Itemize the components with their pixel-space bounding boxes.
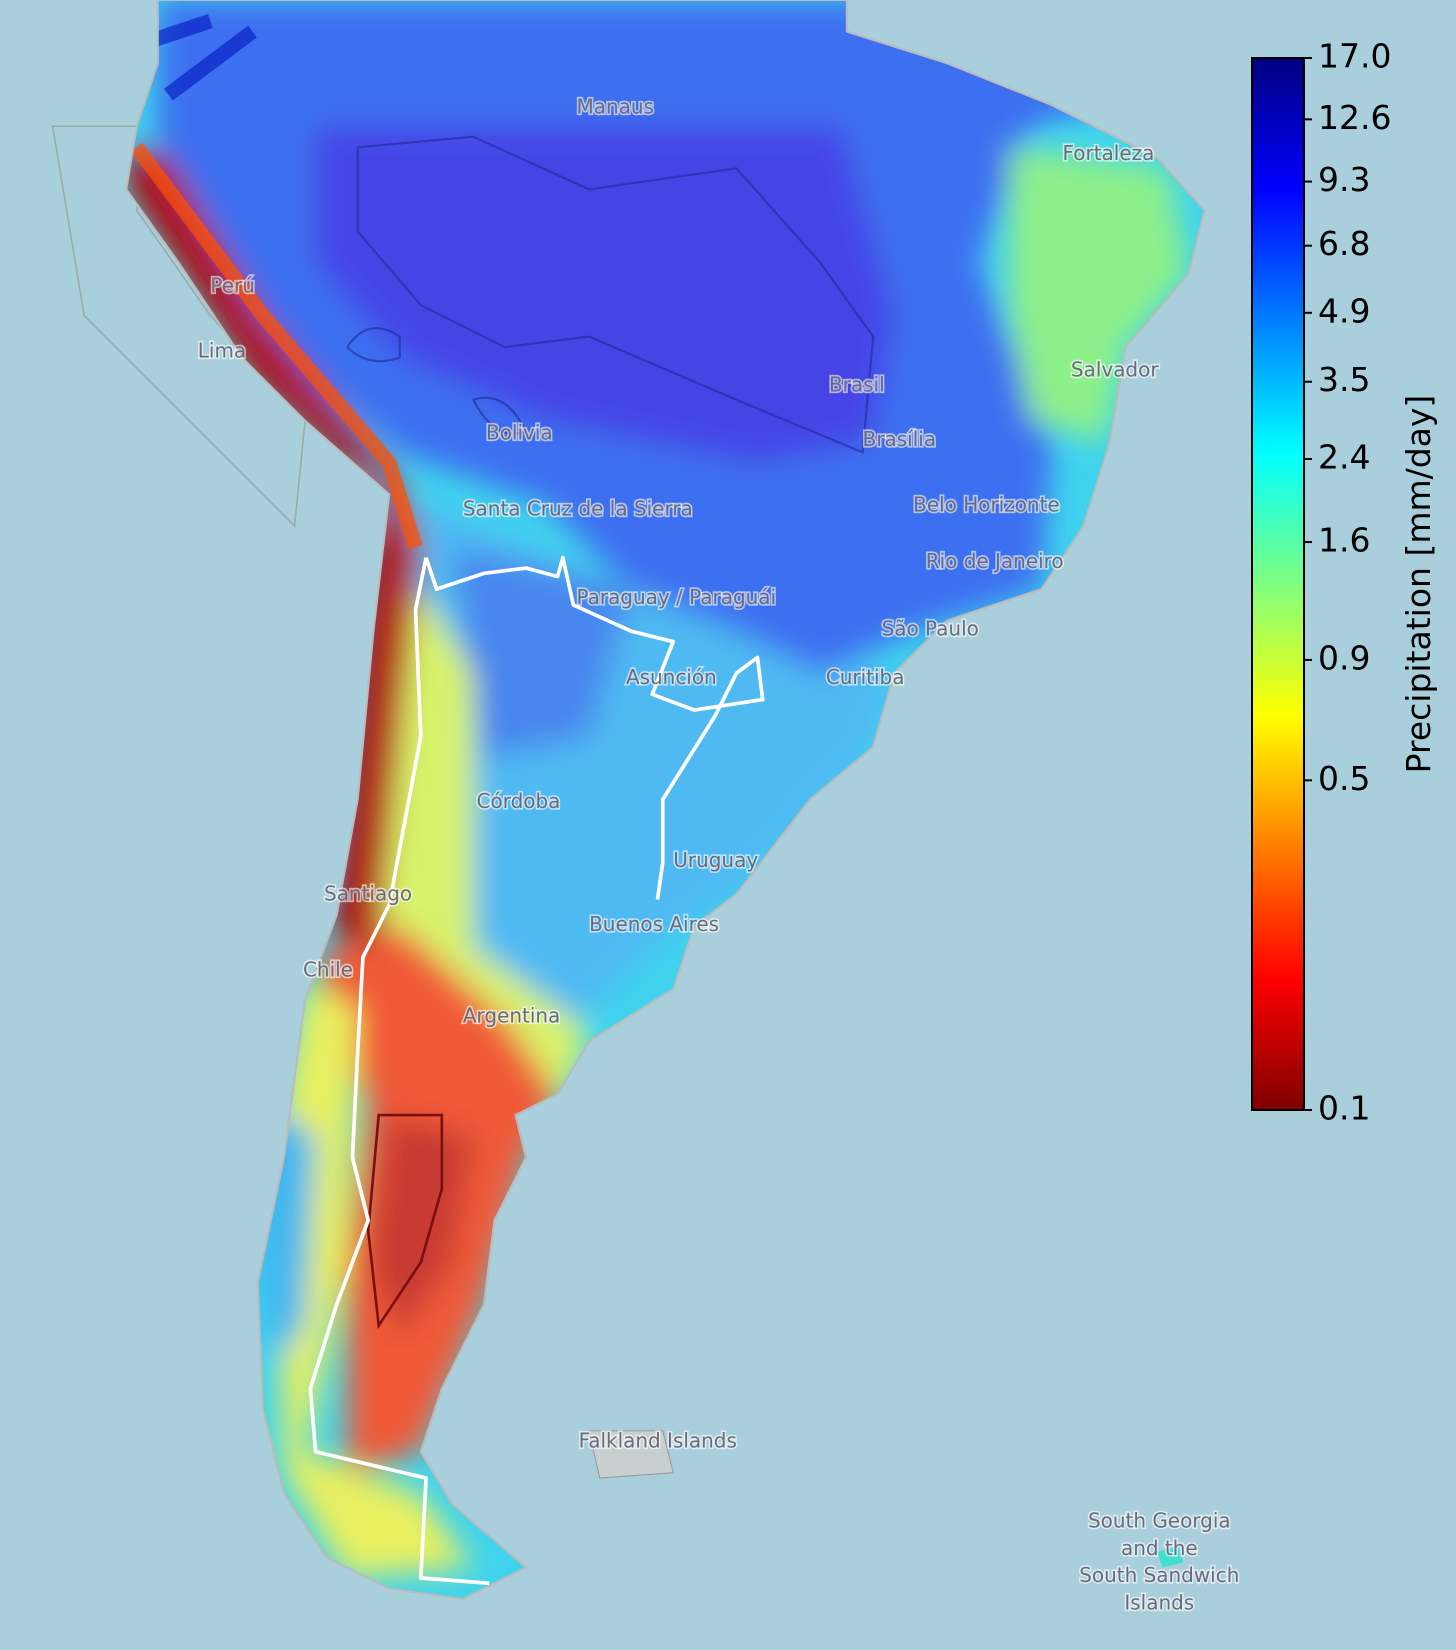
colorbar-tick-label: 17.0 — [1318, 37, 1391, 76]
colorbar-tick-label: 6.8 — [1318, 224, 1370, 263]
place-label: Fortaleza — [1063, 141, 1155, 165]
place-label: Buenos Aires — [589, 912, 719, 936]
place-label: Santa Cruz de la Sierra — [463, 496, 693, 520]
place-label: Córdoba — [477, 789, 561, 813]
colorbar-tick-label: 9.3 — [1318, 160, 1370, 199]
place-label: Manaus — [576, 95, 653, 119]
place-label: Paraguay / Paraguái — [576, 585, 776, 609]
place-label: Belo Horizonte — [913, 492, 1060, 516]
place-label: South Georgia and the South Sandwich Island… — [1079, 1509, 1239, 1615]
place-label: Curitiba — [826, 665, 905, 689]
colorbar-tick-label: 0.1 — [1318, 1089, 1370, 1128]
place-label: Bolivia — [486, 421, 553, 445]
colorbar-tick-label: 0.9 — [1318, 638, 1370, 677]
place-label: Santiago — [324, 882, 412, 906]
place-label: Rio de Janeiro — [926, 549, 1064, 573]
place-label: Perú — [210, 273, 254, 297]
falkland-islands — [588, 1430, 674, 1479]
place-label: Lima — [198, 339, 246, 363]
place-label: Chile — [303, 957, 353, 981]
place-label: Asunción — [626, 665, 717, 689]
place-label: Falkland Islands — [579, 1429, 737, 1453]
boundary-line — [308, 555, 765, 1586]
colorbar — [1251, 57, 1305, 1111]
colorbar-tick-label: 2.4 — [1318, 438, 1370, 477]
place-label: São Paulo — [882, 616, 979, 640]
place-label: Brasília — [863, 427, 936, 451]
colorbar-tick-label: 4.9 — [1318, 291, 1370, 330]
place-label: Uruguay — [673, 848, 758, 872]
colorbar-tick-label: 1.6 — [1318, 521, 1370, 560]
place-label: Brasil — [829, 372, 885, 396]
south-georgia — [1157, 1546, 1184, 1568]
place-label: Salvador — [1071, 358, 1159, 382]
place-labels: Manaus Fortaleza Lima Perú Salvador Bras… — [196, 93, 1241, 1616]
place-label: Argentina — [463, 1004, 560, 1028]
precipitation-field — [126, 0, 1205, 1600]
colorbar-tick-label: 12.6 — [1318, 98, 1391, 137]
colorbar-tick-label: 0.5 — [1318, 759, 1370, 798]
colorbar-label: Precipitation [mm/day] — [1399, 395, 1438, 774]
colorbar-tick-label: 3.5 — [1318, 360, 1370, 399]
map-body: Manaus Fortaleza Lima Perú Salvador Bras… — [51, 0, 1241, 1616]
